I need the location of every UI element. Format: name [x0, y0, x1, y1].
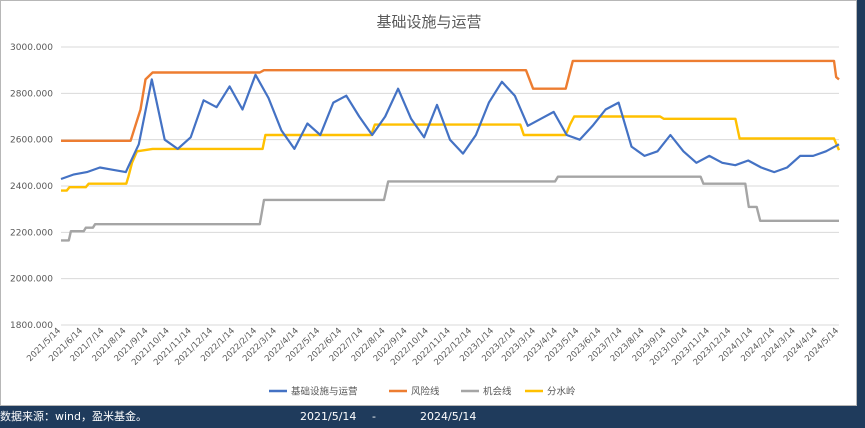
y-tick-label: 3000.000	[10, 43, 53, 53]
source-footer: 数据来源：wind，盈米基金。 2021/5/14 - 2024/5/14	[0, 406, 865, 428]
series-line-2	[61, 175, 839, 242]
y-tick-label: 2800.000	[10, 89, 53, 99]
y-axis-ticks: 1800.000 2000.000 2200.000 2400.000 2600.000…	[10, 43, 53, 331]
footer-separator: -	[372, 410, 376, 423]
series-lines	[60, 59, 841, 242]
legend-label: 基础设施与运营	[291, 386, 358, 398]
gridlines	[61, 46, 839, 326]
y-tick-label: 2200.000	[10, 228, 53, 238]
footer-start-date: 2021/5/14	[300, 410, 357, 423]
chart-svg: 基础设施与运营 1800.000 2000.000 2200.000 2400.000…	[10, 13, 841, 398]
y-tick-label: 2000.000	[10, 275, 53, 285]
series-line-3	[61, 115, 841, 192]
y-tick-label: 2400.000	[10, 182, 53, 192]
series-line-1	[61, 59, 840, 142]
y-tick-label: 2600.000	[10, 136, 53, 146]
legend-label: 风险线	[411, 386, 440, 398]
y-tick-label: 1800.000	[10, 321, 53, 331]
footer-end-date: 2024/5/14	[420, 410, 477, 423]
chart-title: 基础设施与运营	[376, 13, 481, 31]
source-note: 数据来源：wind，盈米基金。	[0, 410, 148, 423]
x-axis-ticks: 2021/5/142021/6/142021/7/142021/8/142021…	[25, 326, 841, 368]
series-line-0	[60, 73, 840, 181]
chart-area: 基础设施与运营 1800.000 2000.000 2200.000 2400.000…	[0, 0, 857, 406]
legend-label: 分水岭	[547, 386, 576, 398]
legend: 基础设施与运营 风险线 机会线 分水岭	[269, 386, 576, 398]
legend-label: 机会线	[483, 386, 512, 398]
